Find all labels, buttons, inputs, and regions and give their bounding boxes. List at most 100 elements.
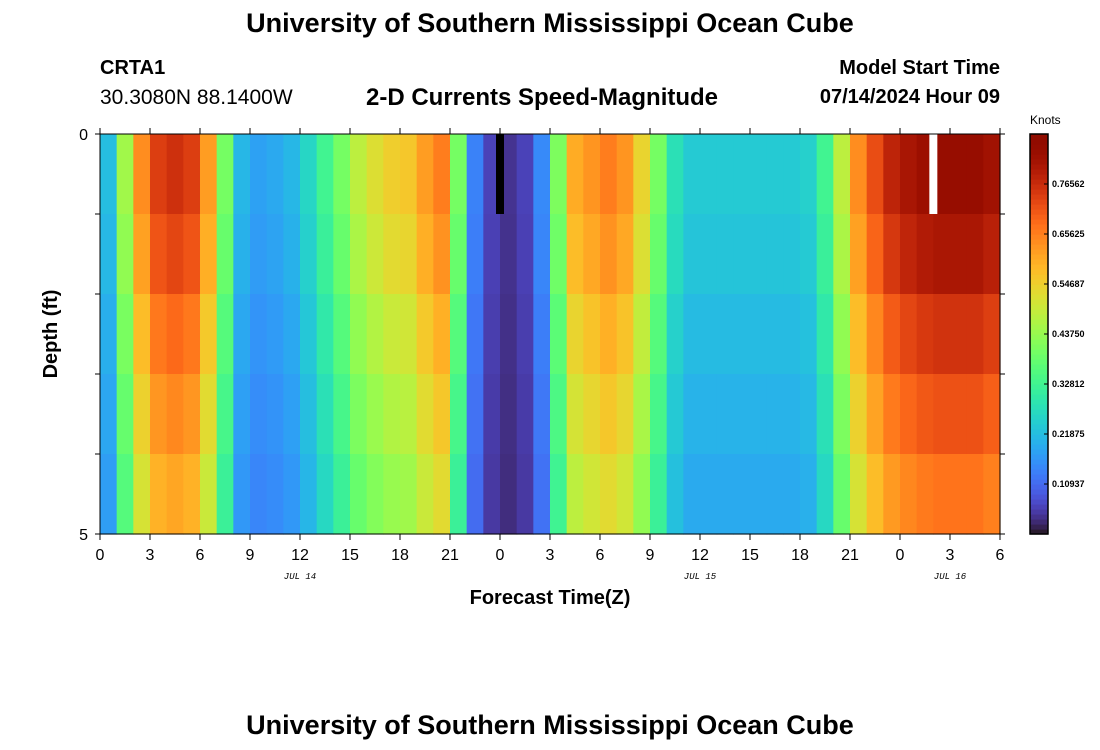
heatmap-cell: [516, 134, 534, 215]
heatmap-cell: [700, 374, 718, 455]
heatmap-cell: [316, 214, 334, 295]
heatmap-cell: [783, 294, 801, 375]
heatmap-cell: [783, 134, 801, 215]
colorbar-segment: [1030, 264, 1048, 270]
date-label: JUL 14: [284, 572, 316, 582]
colorbar-segment: [1030, 474, 1048, 480]
colorbar-segment: [1030, 429, 1048, 435]
heatmap-cell: [733, 134, 751, 215]
x-tick-label: 3: [946, 547, 955, 564]
heatmap-cell: [283, 294, 301, 375]
heatmap-cell: [600, 374, 618, 455]
heatmap-cell: [733, 374, 751, 455]
colorbar-segment: [1030, 164, 1048, 170]
colorbar-segment: [1030, 459, 1048, 465]
colorbar-segment: [1030, 319, 1048, 325]
heatmap-cell: [166, 134, 184, 215]
heatmap-cell: [616, 134, 634, 215]
heatmap-cell: [116, 294, 134, 375]
y-axis-label: Depth (ft): [40, 290, 62, 379]
heatmap-cell: [950, 294, 968, 375]
heatmap-cell: [350, 454, 368, 535]
chart-subtitle: 2-D Currents Speed-Magnitude: [366, 84, 719, 111]
colorbar-segment: [1030, 269, 1048, 275]
heatmap-cell: [600, 214, 618, 295]
heatmap-cell: [200, 214, 218, 295]
colorbar-segment: [1030, 374, 1048, 380]
colorbar-segment: [1030, 224, 1048, 230]
colorbar-segment: [1030, 169, 1048, 175]
colorbar-segment: [1030, 134, 1048, 140]
heatmap-cell: [700, 454, 718, 535]
colorbar-segment: [1030, 184, 1048, 190]
heatmap-cell: [316, 134, 334, 215]
heatmap-cell: [783, 214, 801, 295]
colorbar-segment: [1030, 434, 1048, 440]
heatmap-cell: [666, 214, 684, 295]
heatmap-cell: [266, 214, 284, 295]
heatmap-cell: [900, 214, 918, 295]
heatmap-cell: [783, 374, 801, 455]
heatmap-cell: [450, 134, 468, 215]
colorbar-segment: [1030, 234, 1048, 240]
colorbar-segment: [1030, 194, 1048, 200]
heatmap-cell: [100, 454, 118, 535]
colorbar-segment: [1030, 404, 1048, 410]
station-coordinates: 30.3080N 88.1400W: [100, 86, 293, 109]
colorbar-segment: [1030, 189, 1048, 195]
heatmap-cell: [466, 214, 484, 295]
heatmap-cell: [216, 214, 234, 295]
colorbar-segment: [1030, 449, 1048, 455]
x-axis-label: Forecast Time(Z): [470, 587, 631, 609]
model-start-label: Model Start Time: [839, 57, 1000, 79]
heatmap-cell: [866, 454, 884, 535]
heatmap-cell: [200, 134, 218, 215]
x-tick-label: 6: [996, 547, 1005, 564]
heatmap-cell: [333, 294, 351, 375]
colorbar-segment: [1030, 394, 1048, 400]
heatmap-cell: [983, 454, 1001, 535]
heatmap-cell: [900, 454, 918, 535]
heatmap-cell: [566, 214, 584, 295]
heatmap-cell: [833, 294, 851, 375]
heatmap-cell: [866, 294, 884, 375]
station-id: CRTA1: [100, 57, 166, 79]
heatmap-cell: [483, 374, 501, 455]
heatmap-cell: [250, 454, 268, 535]
heatmap-cell: [716, 374, 734, 455]
colorbar-segment: [1030, 214, 1048, 220]
heatmap-cell: [500, 134, 518, 215]
heatmap-cell: [516, 214, 534, 295]
colorbar-tick-label: 0.76562: [1052, 179, 1085, 189]
colorbar-segment: [1030, 209, 1048, 215]
heatmap-cell: [900, 134, 918, 215]
heatmap-cell: [116, 454, 134, 535]
heatmap-cell: [666, 294, 684, 375]
heatmap-cell: [266, 374, 284, 455]
heatmap-cell: [666, 134, 684, 215]
colorbar-segment: [1030, 179, 1048, 185]
colorbar-segment: [1030, 304, 1048, 310]
heatmap-cell: [533, 294, 551, 375]
colorbar-segment: [1030, 199, 1048, 205]
colorbar-tick-label: 0.32812: [1052, 379, 1085, 389]
heatmap-cell: [383, 374, 401, 455]
colorbar-segment: [1030, 144, 1048, 150]
heatmap-cell: [800, 134, 818, 215]
heatmap-cell: [850, 374, 868, 455]
heatmap-cell: [766, 374, 784, 455]
heatmap-cell: [566, 134, 584, 215]
heatmap-cell: [966, 294, 984, 375]
heatmap-cell: [850, 294, 868, 375]
heatmap-cell: [166, 214, 184, 295]
heatmap-cell: [550, 374, 568, 455]
heatmap-cell: [233, 374, 251, 455]
heatmap-cell: [116, 134, 134, 215]
heatmap-cell: [250, 134, 268, 215]
heatmap-cell: [150, 214, 168, 295]
heatmap-cell: [766, 454, 784, 535]
heatmap-cell: [383, 214, 401, 295]
colorbar-segment: [1030, 529, 1048, 535]
x-tick-label: 0: [496, 547, 505, 564]
heatmap-cell: [650, 214, 668, 295]
